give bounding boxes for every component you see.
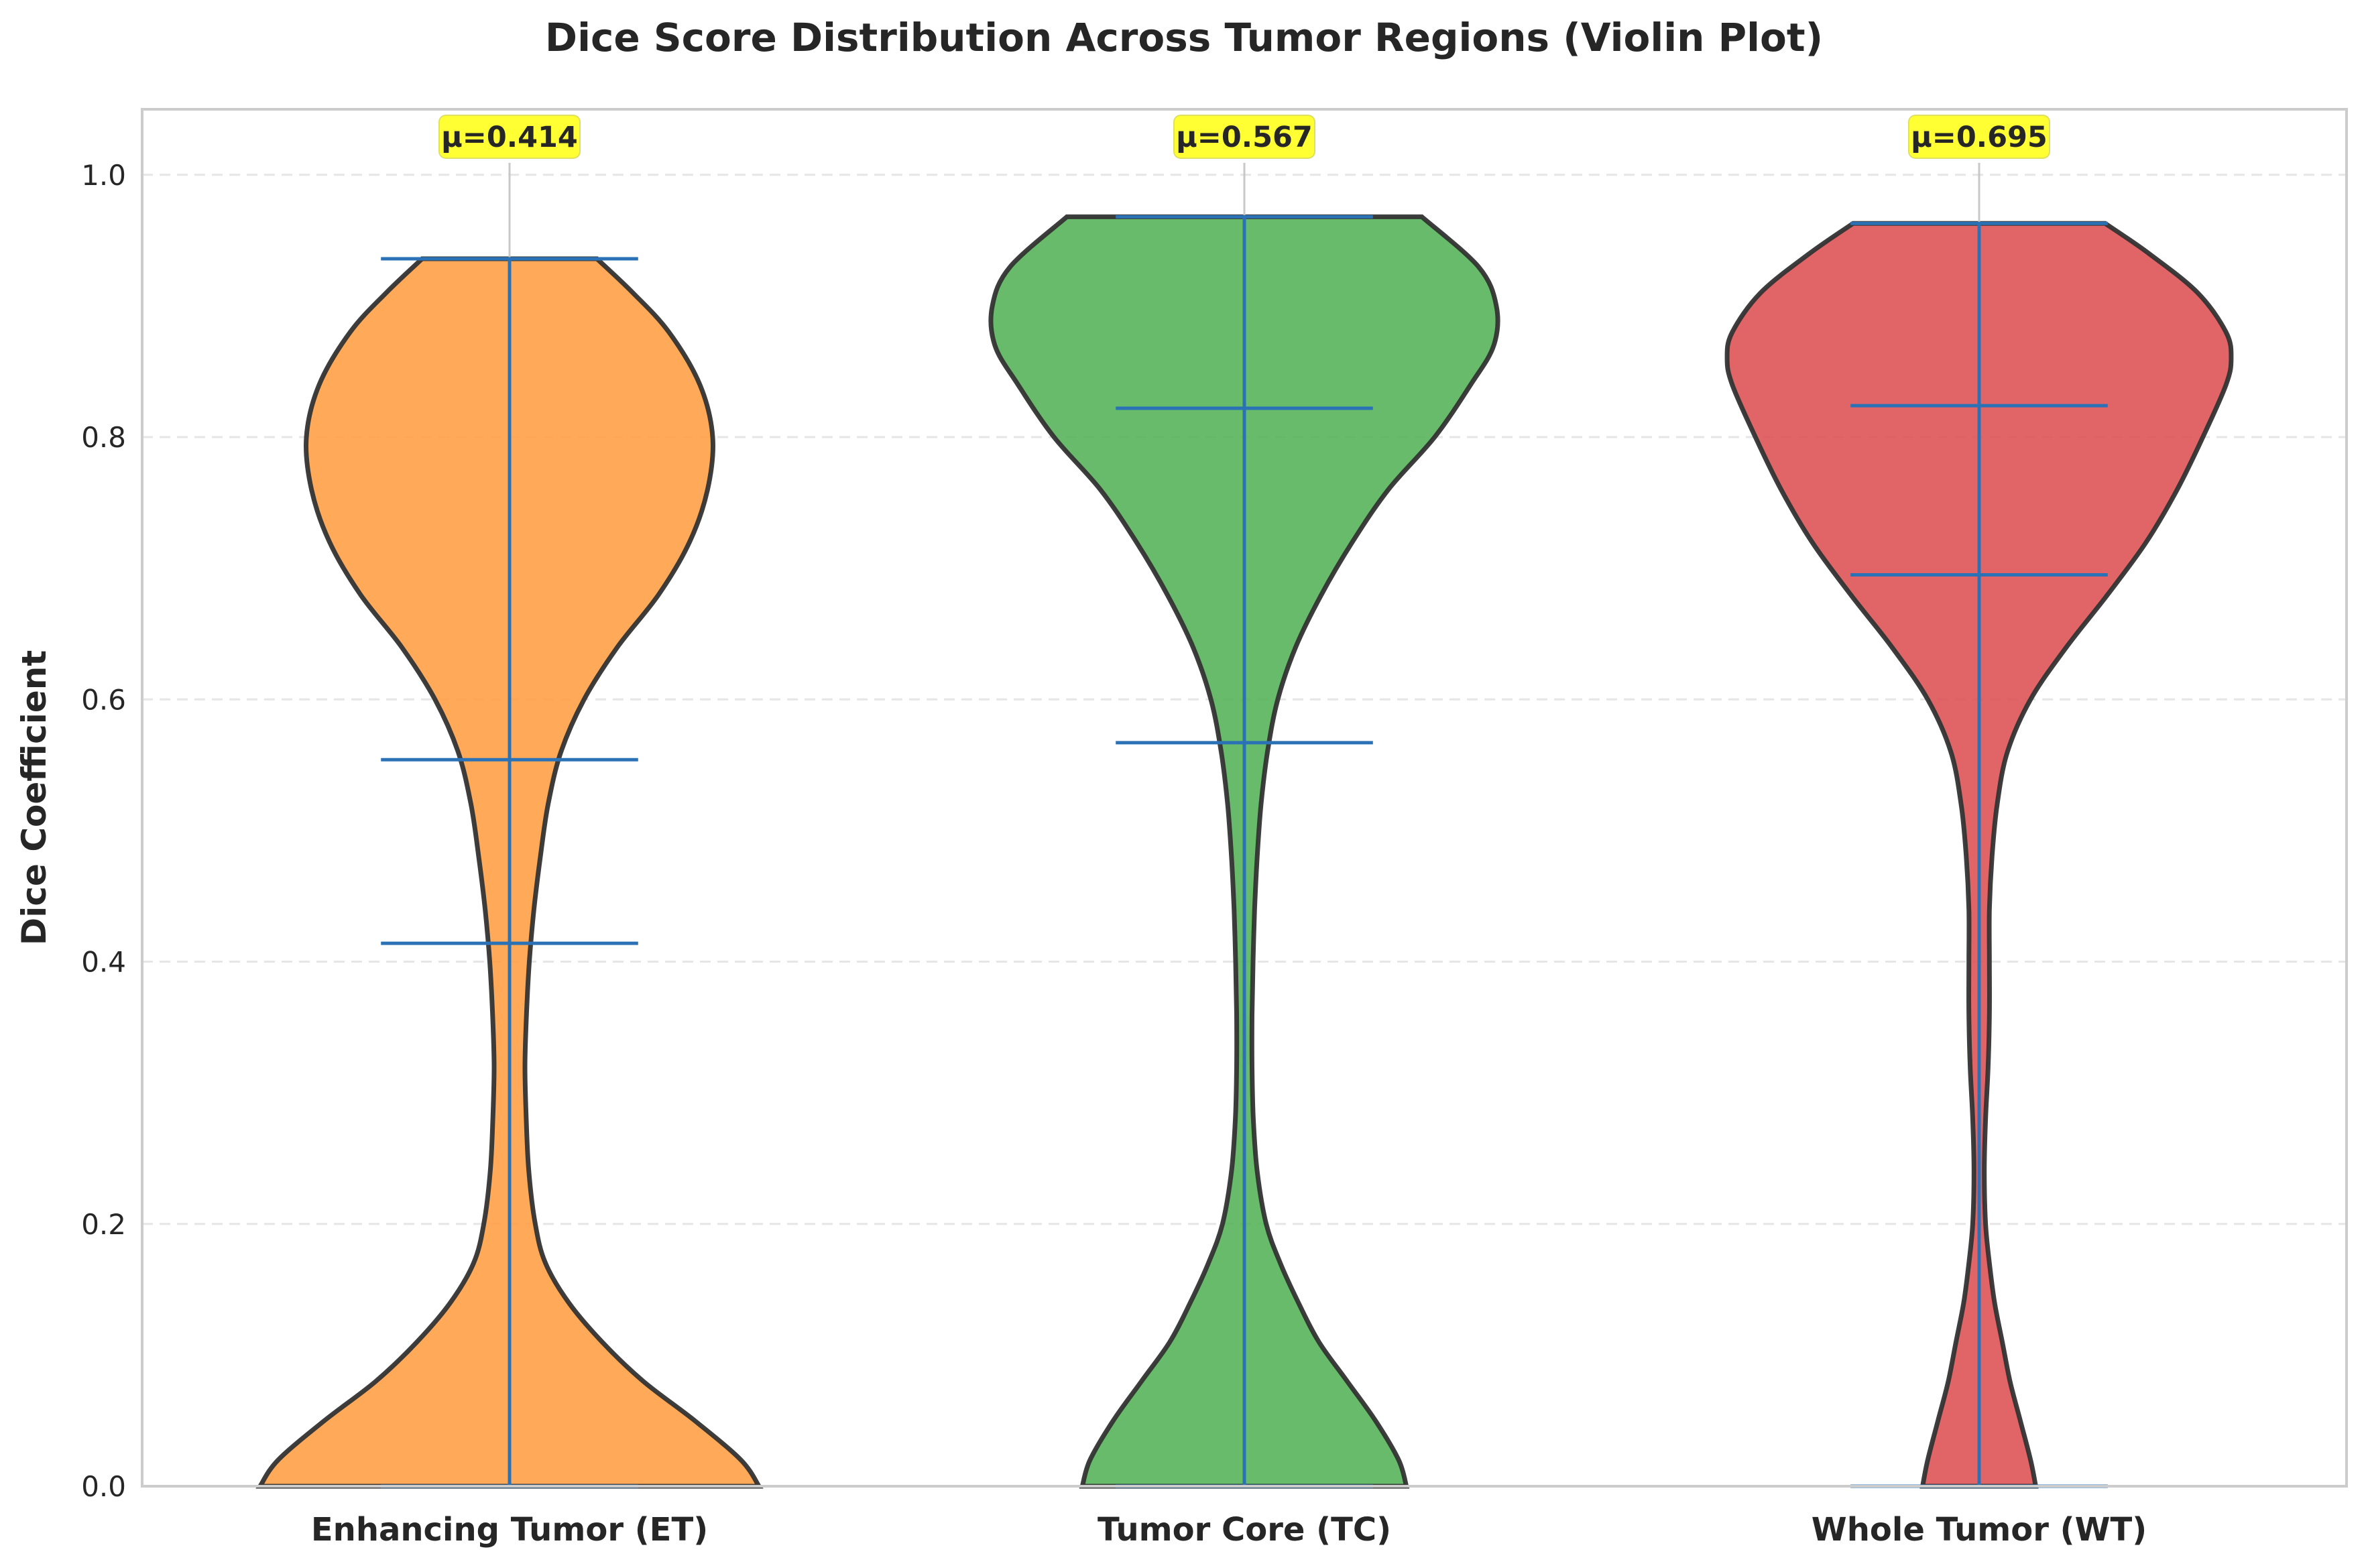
x-axis-ticks: Enhancing Tumor (ET) Tumor Core (TC) Whole… <box>311 1511 2147 1549</box>
y-tick-label: 0.4 <box>81 946 126 979</box>
y-tick-label: 1.0 <box>81 159 126 192</box>
x-tick-label: Whole Tumor (WT) <box>1812 1511 2147 1549</box>
y-tick-label: 0.2 <box>81 1208 126 1241</box>
mean-label-box <box>1908 115 2050 159</box>
mean-label: μ=0.414 <box>441 121 578 154</box>
mean-label: μ=0.695 <box>1911 121 2048 154</box>
x-tick-label: Tumor Core (TC) <box>1098 1511 1391 1549</box>
y-axis-ticks: 0.0 0.2 0.4 0.6 0.8 1.0 <box>81 159 126 1503</box>
y-tick-label: 0.6 <box>81 683 126 716</box>
mean-label: μ=0.567 <box>1176 121 1313 154</box>
chart-title: Dice Score Distribution Across Tumor Reg… <box>545 15 1823 60</box>
mean-label-box <box>438 115 581 159</box>
mean-label-box <box>1173 115 1315 159</box>
annotation-layer: μ=0.414 μ=0.567 μ=0.695 <box>438 115 2050 159</box>
plot-frame <box>141 108 2348 1488</box>
x-tick-label: Enhancing Tumor (ET) <box>311 1511 708 1549</box>
y-axis-label: Dice Coefficient <box>15 650 54 946</box>
y-tick-label: 0.0 <box>81 1470 126 1503</box>
y-tick-label: 0.8 <box>81 421 126 454</box>
